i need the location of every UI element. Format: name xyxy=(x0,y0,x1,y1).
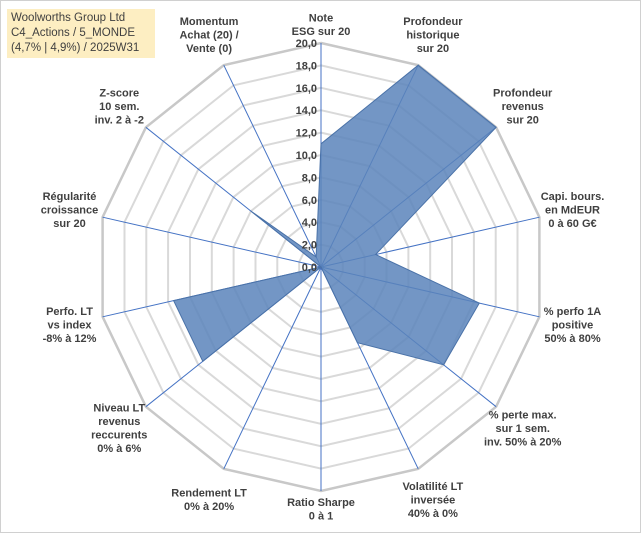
axis-label: Perfo. LT vs index -8% à 12% xyxy=(43,306,97,345)
axis-label-line: inversée xyxy=(411,494,456,506)
axis-spoke xyxy=(223,266,322,470)
radial-tick-label: 0,0 xyxy=(302,262,317,274)
radial-tick-label: 2,0 xyxy=(302,240,317,252)
axis-label-line: revenus xyxy=(98,416,140,428)
info-line-stats: (4,7% | 4,9%) / 2025W31 xyxy=(11,42,140,54)
axis-label-line: % perfo 1A xyxy=(544,306,602,318)
axis-label-line: 0% à 6% xyxy=(97,443,141,455)
axis-label-line: inv. 50% à 20% xyxy=(484,436,562,448)
axis-label: Profondeur historique sur 20 xyxy=(403,16,463,55)
axis-label-line: Vente (0) xyxy=(186,43,232,55)
axis-label-line: Régularité xyxy=(43,191,97,203)
axis-label-line: Ratio Sharpe xyxy=(287,497,355,509)
axis-label-line: % perte max. xyxy=(489,409,557,421)
axis-label-line: 50% à 80% xyxy=(544,333,600,345)
axis-label-line: -8% à 12% xyxy=(43,333,97,345)
axis-label-line: 10 sem. xyxy=(99,101,139,113)
axis-label-line: Z-score xyxy=(99,88,139,100)
axis-label: Z-score 10 sem. inv. 2 à -2 xyxy=(95,88,144,127)
axis-label: Niveau LT revenus reccurents 0% à 6% xyxy=(91,403,147,456)
axis-label-line: inv. 2 à -2 xyxy=(95,115,144,127)
radial-tick-label: 12,0 xyxy=(296,128,317,140)
axis-label: Régularité croissance sur 20 xyxy=(41,191,98,230)
axis-label-line: Niveau LT xyxy=(93,403,145,415)
axis-label-line: Profondeur xyxy=(403,16,463,28)
axis-label-line: Capi. bours. xyxy=(541,191,605,203)
axis-label-line: 0 à 60 G€ xyxy=(548,218,596,230)
axis-label-line: positive xyxy=(552,319,594,331)
axis-label-line: Note xyxy=(309,13,333,25)
axis-label-line: en MdEUR xyxy=(545,205,600,217)
axis-label: Profondeur revenus sur 20 xyxy=(493,88,553,127)
axis-label-line: sur 20 xyxy=(417,43,449,55)
data-series-area xyxy=(172,64,497,366)
axis-label: Ratio Sharpe 0 à 1 xyxy=(287,497,355,523)
axis-label-line: Profondeur xyxy=(493,88,553,100)
info-line-category: C4_Actions / 5_MONDE xyxy=(11,27,135,39)
axis-label-line: reccurents xyxy=(91,430,147,442)
radial-tick-label: 4,0 xyxy=(302,217,317,229)
info-line-company: Woolworths Group Ltd xyxy=(11,12,126,24)
axis-label-line: sur 1 sem. xyxy=(495,423,549,435)
radial-tick-label: 14,0 xyxy=(296,105,317,117)
axis-label-line: revenus xyxy=(502,101,544,113)
axis-label-line: historique xyxy=(406,30,459,42)
axis-label: Momentum Achat (20) / Vente (0) xyxy=(179,16,238,55)
axis-label: % perfo 1A positive 50% à 80% xyxy=(544,306,602,345)
axis-label-line: croissance xyxy=(41,205,98,217)
info-box: Woolworths Group Ltd C4_Actions / 5_MOND… xyxy=(7,9,155,58)
axis-label-line: Rendement LT xyxy=(171,488,247,500)
axis-label-line: vs index xyxy=(47,319,92,331)
axis-spoke xyxy=(102,216,322,268)
axis-label-line: sur 20 xyxy=(53,218,85,230)
axis-label-line: sur 20 xyxy=(506,115,538,127)
radial-tick-label: 10,0 xyxy=(296,150,317,162)
axis-label-line: Achat (20) / xyxy=(179,30,238,42)
radial-tick-label: 8,0 xyxy=(302,172,317,184)
axis-label-line: Perfo. LT xyxy=(46,306,93,318)
axis-label: Note ESG sur 20 xyxy=(292,13,351,39)
axis-label: % perte max. sur 1 sem. inv. 50% à 20% xyxy=(484,409,562,448)
axis-label: Volatilité LT inversée 40% à 0% xyxy=(403,481,464,520)
axis-spoke xyxy=(223,64,322,268)
axis-label-line: 0% à 20% xyxy=(184,501,234,513)
radial-tick-label: 16,0 xyxy=(296,83,317,95)
radial-tick-label: 18,0 xyxy=(296,60,317,72)
axis-label: Capi. bours. en MdEUR 0 à 60 G€ xyxy=(541,191,605,230)
axis-label: Rendement LT 0% à 20% xyxy=(171,488,247,514)
axis-label-line: Volatilité LT xyxy=(403,481,464,493)
axis-label-line: 0 à 1 xyxy=(309,511,333,523)
axis-label-line: ESG sur 20 xyxy=(292,26,351,38)
axis-label-line: Momentum xyxy=(180,16,239,28)
radial-tick-label: 20,0 xyxy=(296,38,317,50)
axis-label-line: 40% à 0% xyxy=(408,508,458,520)
radial-tick-label: 6,0 xyxy=(302,195,317,207)
